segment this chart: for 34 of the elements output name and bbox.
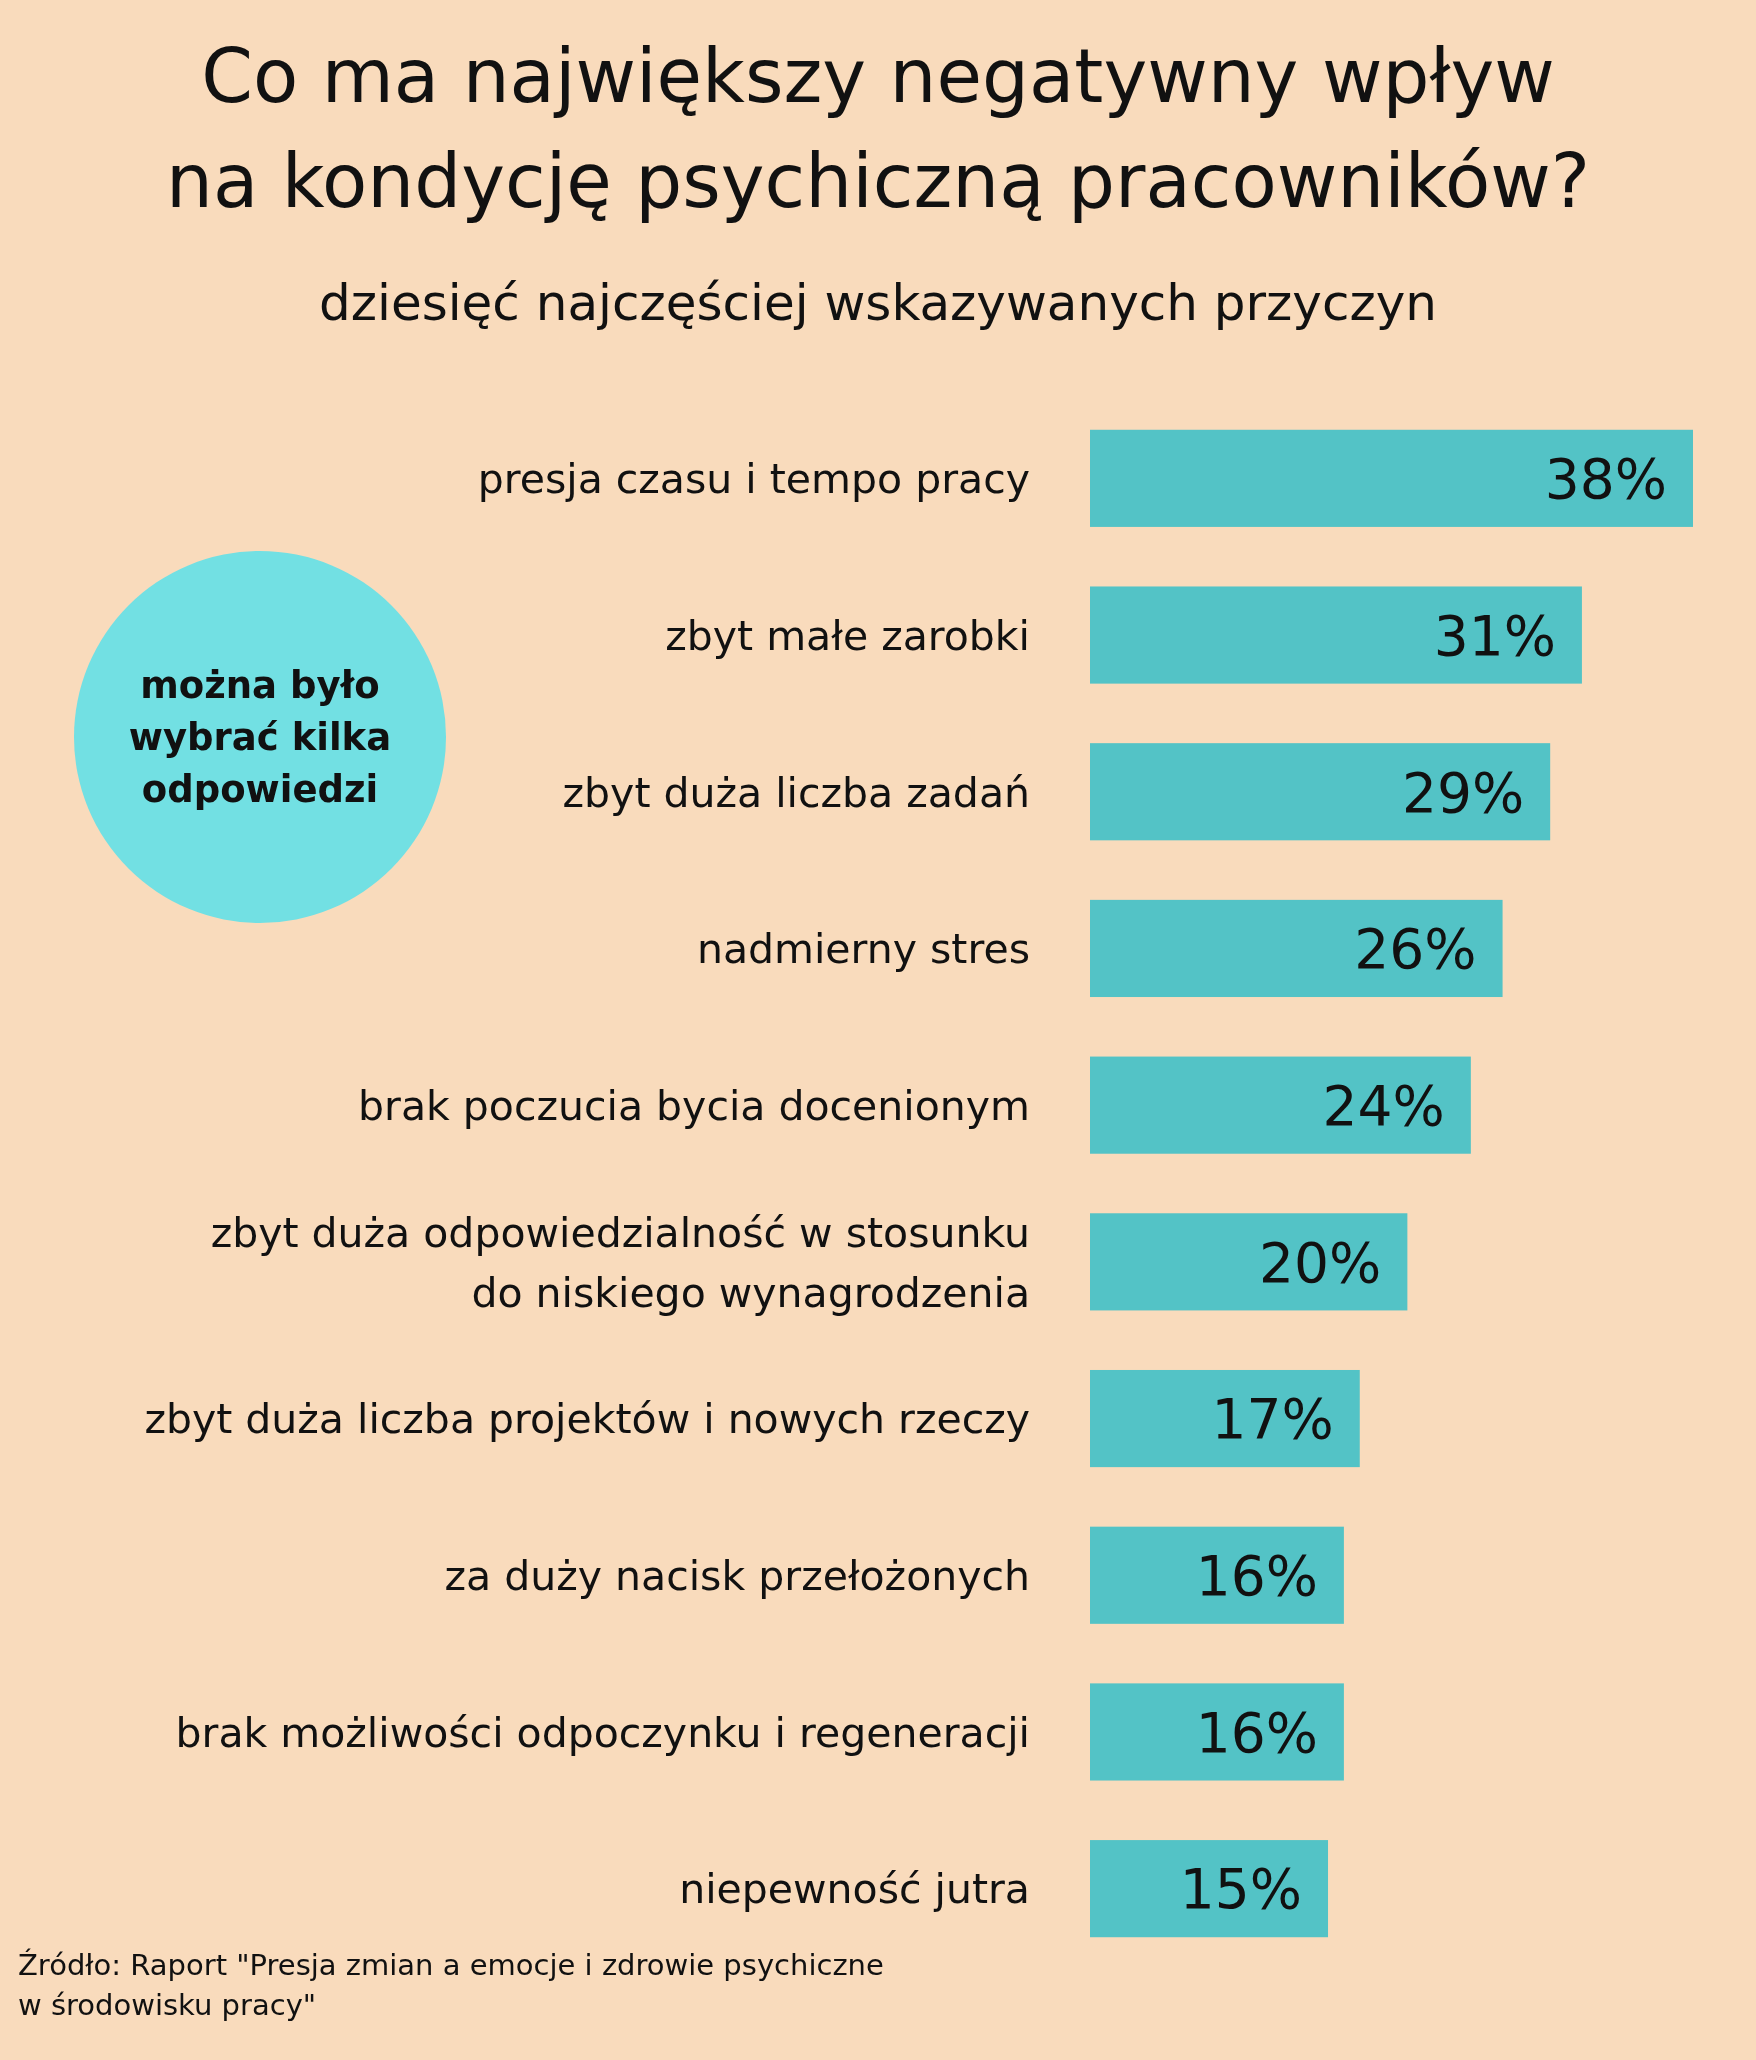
data-label: 24%	[1322, 1073, 1445, 1138]
bar	[1090, 1369, 1360, 1468]
y-tick-label: nadmierny stres	[696, 925, 1030, 974]
y-tick-label: presja czasu i tempo pracy	[477, 455, 1030, 504]
y-tick-label: zbyt duża odpowiedzialność w stosunku do niskiego wynagrodzenia	[210, 1208, 1030, 1317]
bar	[1090, 1213, 1408, 1311]
text: Źródło: Raport "Presja zmian a emocje i zdrowie psychiczne w środowisku pracy"	[18, 1948, 884, 2022]
bar	[1090, 1056, 1471, 1154]
data-label: 17%	[1211, 1387, 1334, 1452]
data-label: 16%	[1195, 1700, 1318, 1765]
data-label: 16%	[1195, 1544, 1318, 1609]
y-tick-label: zbyt duża liczba projektów i nowych rzeczy	[144, 1395, 1030, 1444]
data-label: 15%	[1179, 1857, 1303, 1922]
text: można było wybrać kilka odpowiedzi	[128, 664, 392, 812]
bar	[1090, 1526, 1344, 1624]
data-label: 20%	[1259, 1230, 1382, 1295]
data-label: 26%	[1354, 917, 1477, 982]
y-tick-label: zbyt duża liczba zadań	[562, 768, 1030, 817]
bar	[1090, 429, 1693, 527]
bar	[1090, 743, 1551, 841]
bar	[1090, 1683, 1344, 1781]
y-tick-label: zbyt małe zarobki	[665, 611, 1030, 660]
data-label: 29%	[1401, 760, 1525, 825]
bar	[1090, 586, 1582, 684]
bar	[1090, 1840, 1329, 1938]
data-label: 31%	[1433, 603, 1556, 668]
y-tick-label: brak poczucia bycia docenionym	[358, 1081, 1030, 1130]
y-tick-label: brak możliwości odpoczynku i regeneracji	[175, 1708, 1030, 1757]
chart-subtitle: dziesięć najczęściej wskazywanych przyczyn	[319, 274, 1437, 332]
y-tick-label: za duży nacisk przełożonych	[444, 1552, 1030, 1601]
bar	[1090, 899, 1503, 998]
chart-title: Co ma największy negatywny wpływ na kondycję psychiczną pracowników?	[166, 33, 1590, 224]
data-label: 38%	[1544, 447, 1667, 512]
y-tick-label: niepewność jutra	[679, 1865, 1030, 1914]
